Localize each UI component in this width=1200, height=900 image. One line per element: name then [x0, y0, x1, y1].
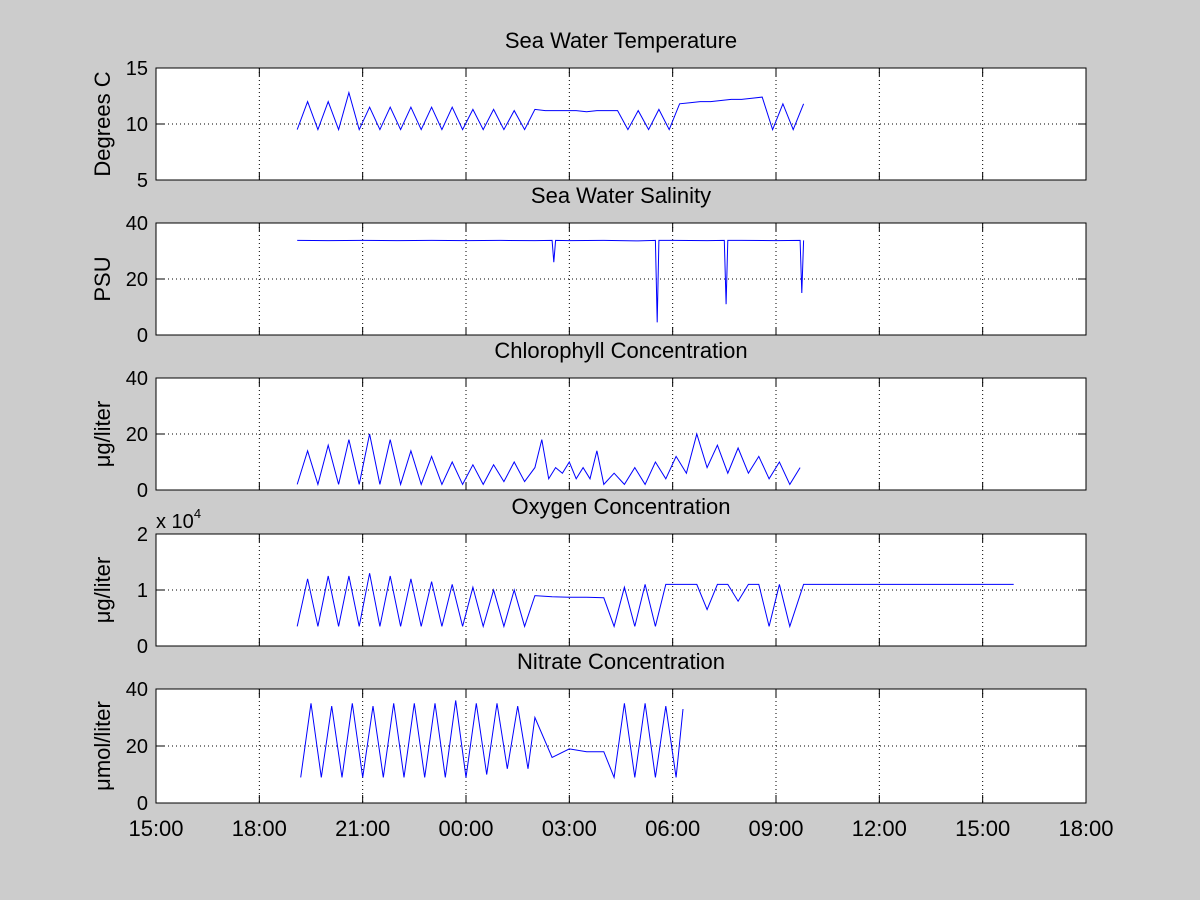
- x-tick-label: 18:00: [1058, 816, 1113, 841]
- series-line-5: [300, 700, 684, 780]
- series-line-3: [296, 432, 801, 487]
- y-tick-label: 2: [137, 524, 148, 546]
- x-tick-label: 18:00: [232, 816, 287, 841]
- y-tick-label: 0: [137, 325, 148, 347]
- x-tick-label: 15:00: [955, 816, 1010, 841]
- y-tick-label: 20: [126, 269, 148, 291]
- x-tick-label: 12:00: [852, 816, 907, 841]
- x-tick-label: 15:00: [128, 816, 183, 841]
- y-tick-label: 0: [137, 480, 148, 502]
- x-tick-label: 09:00: [748, 816, 803, 841]
- y-tick-label: 40: [126, 213, 148, 235]
- series-line-1: [296, 90, 805, 132]
- series-line-2: [297, 239, 805, 323]
- panel-title-1: Sea Water Temperature: [505, 28, 737, 53]
- y-tick-label: 0: [137, 793, 148, 815]
- x-tick-label: 00:00: [438, 816, 493, 841]
- y-multiplier-label: x 104: [156, 506, 201, 533]
- x-tick-label: 03:00: [542, 816, 597, 841]
- panel-title-5: Nitrate Concentration: [517, 649, 725, 674]
- y-axis-label-4: μg/liter: [90, 557, 115, 623]
- y-tick-label: 1: [137, 580, 148, 602]
- panel-title-4: Oxygen Concentration: [512, 494, 731, 519]
- y-axis-label-3: μg/liter: [90, 401, 115, 467]
- y-tick-label: 15: [126, 58, 148, 80]
- x-tick-label: 06:00: [645, 816, 700, 841]
- y-axis-label-2: PSU: [90, 256, 115, 301]
- y-axis-label-5: μmol/liter: [90, 701, 115, 791]
- y-axis-label-1: Degrees C: [90, 71, 115, 176]
- y-tick-label: 5: [137, 170, 148, 192]
- panel-title-2: Sea Water Salinity: [531, 183, 711, 208]
- y-tick-label: 20: [126, 736, 148, 758]
- series-line-4: [296, 573, 1014, 629]
- y-tick-label: 40: [126, 368, 148, 390]
- y-tick-label: 0: [137, 636, 148, 658]
- y-tick-label: 40: [126, 679, 148, 701]
- panel-title-3: Chlorophyll Concentration: [494, 338, 747, 363]
- x-tick-label: 21:00: [335, 816, 390, 841]
- y-tick-label: 10: [126, 114, 148, 136]
- y-tick-label: 20: [126, 424, 148, 446]
